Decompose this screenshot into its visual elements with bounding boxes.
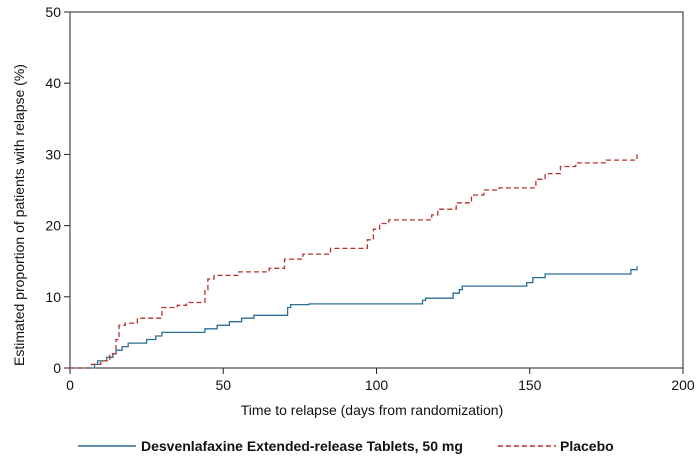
x-axis-title: Time to relapse (days from randomization… (241, 402, 503, 418)
y-tick-label: 30 (45, 146, 61, 162)
x-tick-label: 0 (66, 377, 74, 393)
y-tick-label: 10 (45, 289, 61, 305)
y-tick-label: 0 (53, 360, 61, 376)
x-tick-label: 200 (671, 377, 695, 393)
legend: Desvenlafaxine Extended-release Tablets,… (78, 438, 614, 454)
legend-label-placebo: Placebo (560, 438, 614, 454)
y-axis: 0 10 20 30 40 50 (45, 4, 70, 376)
legend-label-desvenlafaxine: Desvenlafaxine Extended-release Tablets,… (141, 438, 463, 454)
series-layer (70, 154, 638, 369)
y-tick-label: 20 (45, 218, 61, 234)
y-tick-label: 50 (45, 4, 61, 20)
y-tick-label: 40 (45, 75, 61, 91)
series-line-desvenlafaxine (70, 266, 638, 369)
x-axis: 0 50 100 150 200 (66, 368, 695, 393)
x-tick-label: 150 (518, 377, 542, 393)
series-line-placebo (70, 154, 638, 369)
x-tick-label: 100 (365, 377, 389, 393)
x-tick-label: 50 (215, 377, 231, 393)
y-axis-title: Estimated proportion of patients with re… (11, 64, 27, 366)
